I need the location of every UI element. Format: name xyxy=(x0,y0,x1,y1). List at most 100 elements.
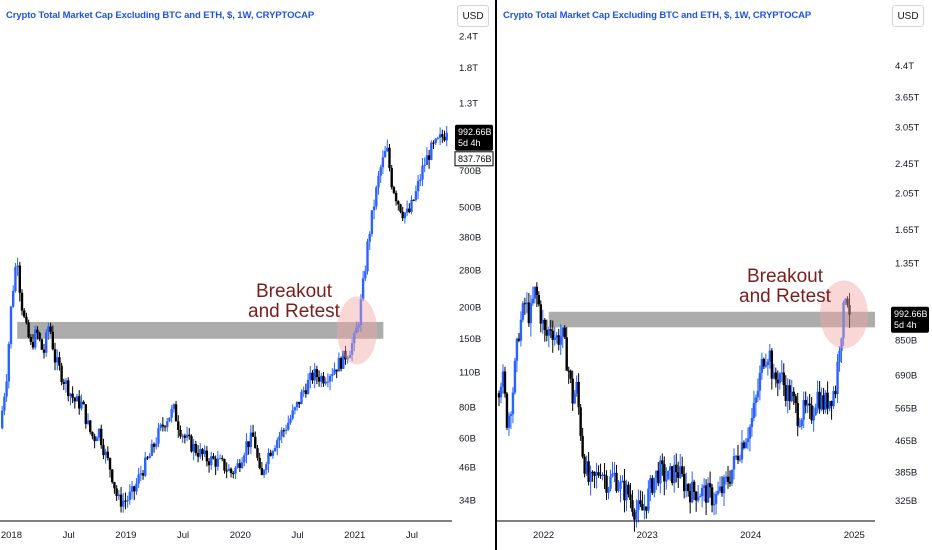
candle-body xyxy=(750,417,754,427)
candle-body xyxy=(100,428,103,446)
candle-body xyxy=(804,400,807,406)
candle-body xyxy=(361,278,365,300)
x-axis-tick-label: 2023 xyxy=(637,530,658,541)
x-axis-tick-label: Jul xyxy=(291,530,303,541)
candle-body xyxy=(181,435,184,437)
candle-body xyxy=(629,494,632,500)
candle-body xyxy=(80,401,83,409)
y-axis-tick-label: 3.65T xyxy=(895,92,919,103)
candle-body xyxy=(671,466,674,484)
candle-body xyxy=(366,241,369,272)
support-zone xyxy=(548,311,875,328)
annotation-retest: and Retest xyxy=(248,301,341,322)
candle-body xyxy=(203,450,206,455)
y-axis-tick-label: 565B xyxy=(895,404,917,415)
candle-body xyxy=(657,470,660,484)
y-axis-tick-label: 325B xyxy=(895,496,917,507)
candle-body xyxy=(575,381,578,394)
candle-body xyxy=(539,304,543,324)
candle-body xyxy=(706,483,710,503)
candle-body xyxy=(157,428,160,444)
candle-body xyxy=(714,493,718,504)
candle-body xyxy=(322,375,325,384)
candle-body xyxy=(780,372,783,374)
candle-body xyxy=(390,168,393,188)
y-axis-tick-label: 60B xyxy=(459,434,476,445)
candle-body xyxy=(625,484,628,501)
candle-body xyxy=(645,506,648,511)
candle-body xyxy=(848,305,851,315)
candle-body xyxy=(49,326,52,332)
candle-body xyxy=(155,443,158,447)
candle-body xyxy=(760,358,764,373)
candle-body xyxy=(627,484,630,495)
candle-body xyxy=(111,469,114,483)
candle-body xyxy=(104,451,107,456)
candle-body xyxy=(141,473,145,476)
secondary-price-tag xyxy=(454,151,494,167)
candle-body xyxy=(694,491,698,501)
candle-body xyxy=(730,469,734,484)
chart-panel-right[interactable]: Breakout and Retest 4.4T 3.65T 3.05T 2.45T 2.0… xyxy=(497,0,932,550)
candle-body xyxy=(159,424,162,429)
candle-body xyxy=(786,385,789,401)
candle-body xyxy=(23,310,26,317)
candle-body xyxy=(511,392,515,415)
candle-body xyxy=(324,381,327,384)
candle-body xyxy=(190,436,193,452)
candle-body xyxy=(170,408,173,418)
candle-body xyxy=(364,271,367,279)
candle-body xyxy=(172,404,176,409)
candle-body xyxy=(436,137,440,139)
candle-body xyxy=(778,373,782,384)
candle-body xyxy=(245,441,248,456)
chart-panel-left[interactable]: Breakout and Retest 2.4T 1.8T 1.3T 700B 500B 38… xyxy=(0,0,495,550)
candle-body xyxy=(240,462,244,468)
y-axis-tick-label: 2.05T xyxy=(895,189,919,200)
candle-body xyxy=(537,295,541,305)
y-axis-tick-label: 1.35T xyxy=(895,258,919,269)
y-axis-tick-label: 465B xyxy=(895,436,917,447)
candle-body xyxy=(289,418,292,423)
candle-body xyxy=(601,474,604,476)
x-axis-tick-label: Jul xyxy=(406,530,418,541)
candle-body xyxy=(581,435,584,457)
candle-body xyxy=(309,372,312,380)
last-price-label: 992.66B xyxy=(458,127,492,137)
currency-button[interactable]: USD xyxy=(457,5,489,27)
currency-button[interactable]: USD xyxy=(892,5,924,27)
candle-body xyxy=(720,486,724,494)
candle-body xyxy=(557,335,560,345)
candle-body xyxy=(698,496,702,498)
candle-body xyxy=(722,477,726,494)
candle-body xyxy=(633,511,636,520)
last-price-label: 992.66B xyxy=(894,309,928,319)
candle-body xyxy=(225,470,228,472)
y-axis-tick-label: 200B xyxy=(459,302,481,313)
candle-body xyxy=(673,464,676,484)
candle-body xyxy=(577,381,580,408)
candle-body xyxy=(168,417,171,422)
candle-body xyxy=(317,377,321,382)
candle-body xyxy=(679,466,682,478)
candle-body xyxy=(262,470,266,476)
candle-body xyxy=(265,464,268,471)
candle-body xyxy=(700,487,704,497)
candle-body xyxy=(161,424,165,427)
candle-body xyxy=(251,432,255,437)
candle-body xyxy=(611,473,614,477)
candle-body xyxy=(124,500,127,502)
candle-body xyxy=(280,430,283,437)
candle-body xyxy=(758,372,762,391)
candle-body xyxy=(559,336,562,345)
candle-body xyxy=(221,458,224,460)
candle-body xyxy=(425,155,429,165)
candle-body xyxy=(573,393,576,404)
candle-body xyxy=(643,506,646,511)
x-axis-tick-label: Jul xyxy=(63,530,75,541)
candle-body xyxy=(256,448,259,458)
y-axis-tick-label: 110B xyxy=(459,368,480,379)
candle-body xyxy=(183,435,187,438)
candle-body xyxy=(565,337,568,371)
